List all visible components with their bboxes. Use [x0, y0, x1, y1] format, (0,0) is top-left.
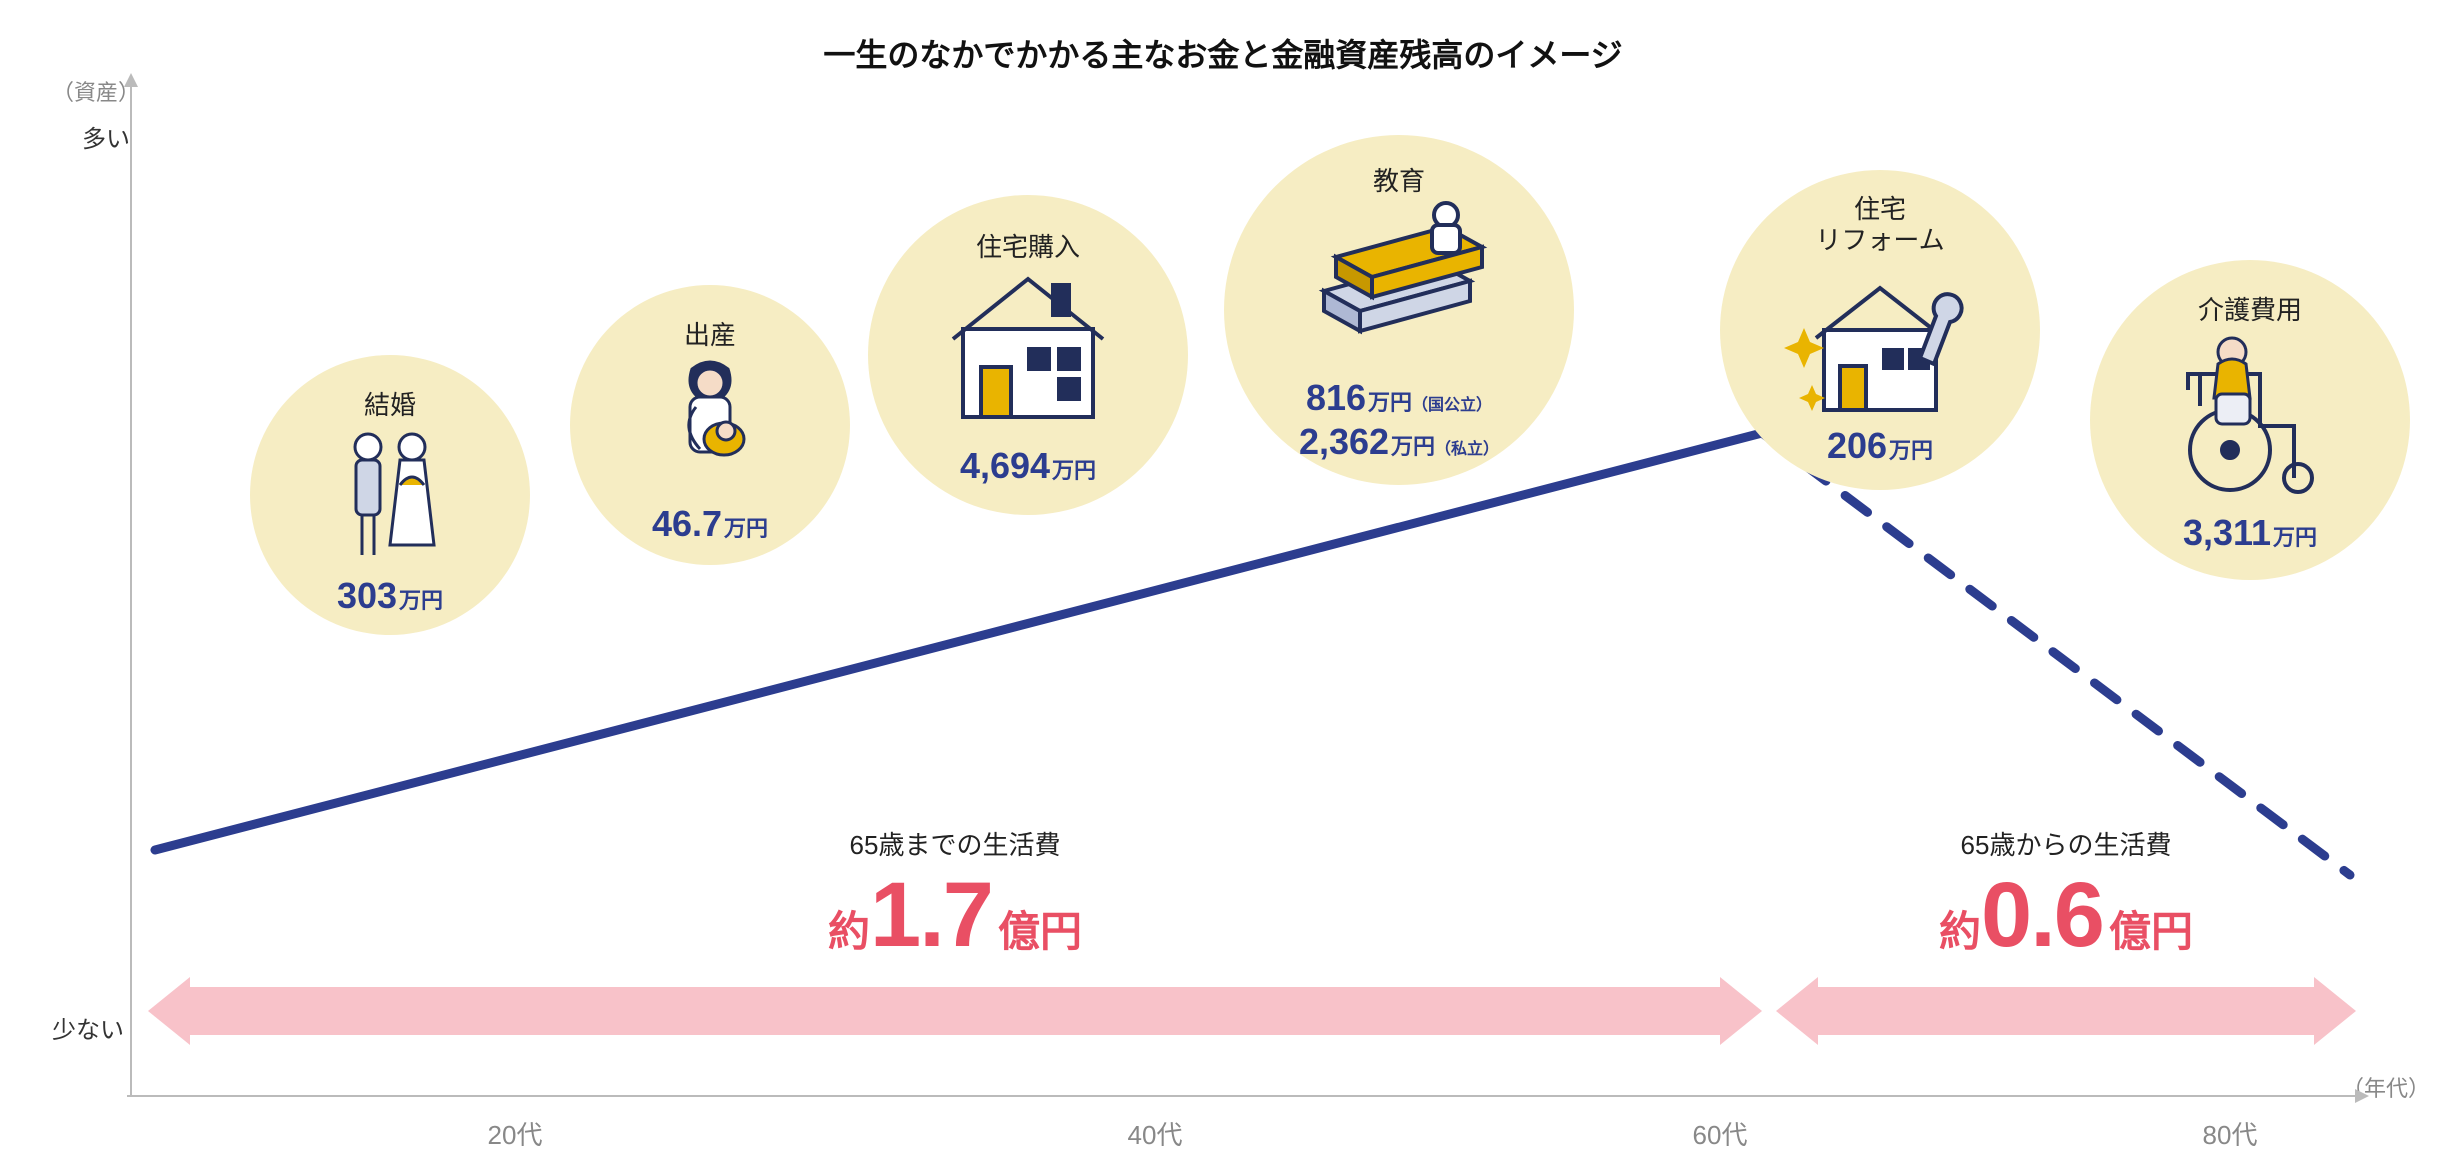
life-event-bubble-house: 住宅購入 4,694万円	[868, 195, 1188, 515]
life-event-bubble-renovation: 住宅リフォーム 206万円	[1720, 170, 2040, 490]
bubble-value: 816万円（国公立）	[1224, 377, 1574, 419]
chart-title: 一生のなかでかかる主なお金と金融資産残高のイメージ	[823, 30, 1622, 76]
life-money-chart: （資産） 多い 少ない （年代） 20代40代60代80代 結婚303万円出産4…	[130, 95, 2380, 1135]
bubble-title: 教育	[1224, 161, 1574, 198]
mother-icon	[650, 357, 770, 502]
bubble-value: 3,311万円	[2090, 512, 2410, 554]
books-icon	[1304, 195, 1494, 360]
cost-range-arrow-before-65	[148, 987, 1762, 1035]
y-axis-label-high: 多い	[82, 119, 130, 154]
renovation-icon	[1780, 274, 1980, 429]
x-tick-label: 60代	[1693, 1115, 1748, 1152]
bubble-title: 出産	[570, 315, 850, 352]
bubble-title: 結婚	[250, 385, 530, 422]
bubble-value: 206万円	[1720, 425, 2040, 467]
life-event-bubble-marriage: 結婚 303万円	[250, 355, 530, 635]
cost-after-value: 約0.6億円	[1776, 863, 2356, 968]
cost-before-label: 65歳までの生活費	[148, 825, 1762, 862]
y-axis-label-low: 少ない	[52, 1010, 124, 1045]
y-axis-arrow-icon	[124, 73, 138, 87]
cost-after-label: 65歳からの生活費	[1776, 825, 2356, 862]
bubble-value: 303万円	[250, 575, 530, 617]
wheelchair-icon	[2160, 330, 2340, 505]
bubble-title: 住宅購入	[868, 227, 1188, 264]
x-tick-label: 80代	[2203, 1115, 2258, 1152]
cost-before-value: 約1.7億円	[148, 863, 1762, 968]
bubble-title: 住宅リフォーム	[1720, 194, 2040, 256]
x-tick-label: 20代	[488, 1115, 543, 1152]
bubble-title: 介護費用	[2090, 290, 2410, 327]
x-tick-label: 40代	[1128, 1115, 1183, 1152]
life-event-bubble-education: 教育 816万円（国公立）2,362万円（私立）	[1224, 135, 1574, 485]
life-event-bubble-birth: 出産 46.7万円	[570, 285, 850, 565]
life-event-bubble-care: 介護費用 3,311万円	[2090, 260, 2410, 580]
bubble-value: 4,694万円	[868, 445, 1188, 487]
couple-icon	[330, 425, 450, 580]
cost-range-arrow-after-65	[1776, 987, 2356, 1035]
house-icon	[943, 267, 1113, 432]
bubble-value: 2,362万円（私立）	[1224, 421, 1574, 463]
bubble-value: 46.7万円	[570, 503, 850, 545]
